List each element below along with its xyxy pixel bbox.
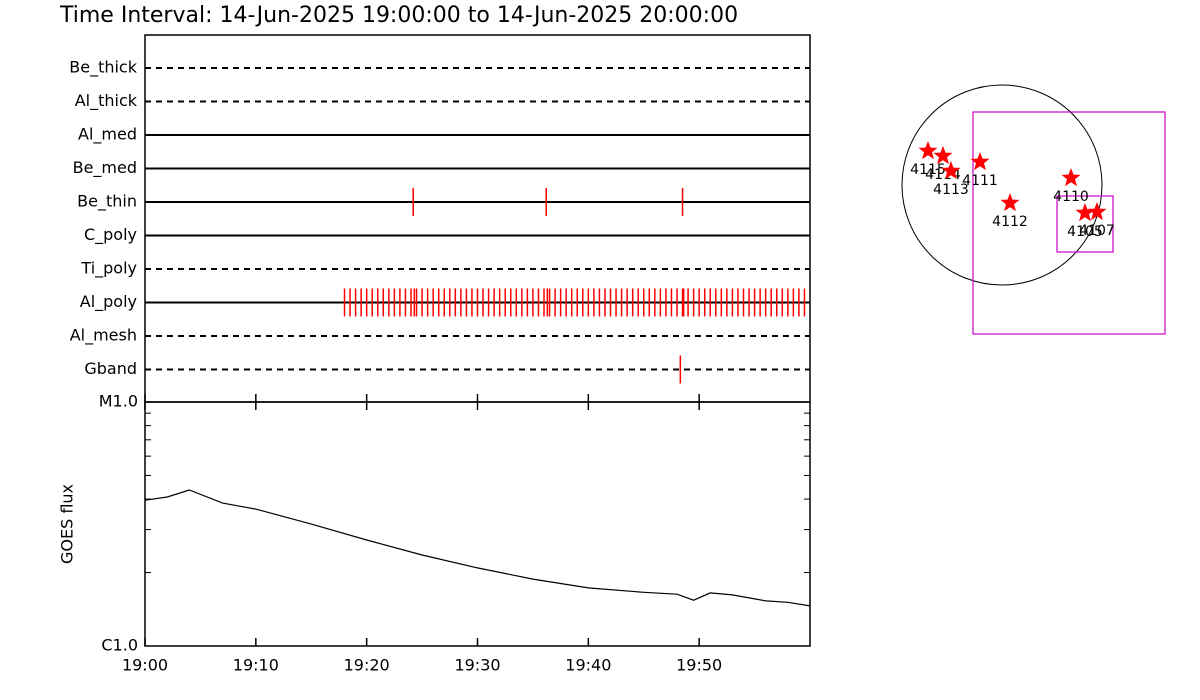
goes-frame [144,401,811,647]
row-label: Ti_poly [80,259,137,279]
ar-label: 4105 [1067,224,1103,240]
fov-box [972,111,1166,335]
row-label: Be_thick [69,58,137,78]
ar-marker [933,146,953,165]
row-label: Al_poly [80,292,137,312]
ar-marker [1000,193,1020,212]
ar-marker [1061,168,1081,187]
ar-marker [918,141,938,160]
x-tick-label: 19:20 [344,656,390,675]
x-tick-label: 19:00 [122,656,168,675]
y-tick-label: M1.0 [99,392,138,411]
x-tick-label: 19:10 [233,656,279,675]
y-axis-label: GOES flux [58,484,77,564]
ar-label: 4112 [992,214,1028,230]
row-label: Al_thick [75,91,138,111]
row-label: Be_med [73,158,137,178]
ar-label: 4107 [1079,223,1115,239]
x-tick-label: 19:50 [676,656,722,675]
ar-marker [970,152,990,171]
ar-label: 4110 [1053,189,1089,205]
ar-marker [1087,202,1107,221]
row-label: Al_mesh [70,326,137,346]
ar-label: 4115 [910,162,946,178]
fov-box [1056,195,1114,253]
y-tick-label: C1.0 [101,636,138,655]
goes-line [144,489,811,607]
row-label: C_poly [84,225,137,245]
ar-label: 4111 [962,173,998,189]
row-label: Gband [84,359,137,378]
x-tick-label: 19:30 [454,656,500,675]
chart-title: Time Interval: 14-Jun-2025 19:00:00 to 1… [59,3,738,28]
x-tick-label: 19:40 [565,656,611,675]
solar-disk [901,84,1103,286]
ar-label: 4113 [933,182,969,198]
ar-marker [1075,203,1095,222]
row-label: Be_thin [77,192,137,212]
ar-marker [941,161,961,180]
row-label: Al_med [78,125,137,145]
timeline-frame [144,34,811,403]
